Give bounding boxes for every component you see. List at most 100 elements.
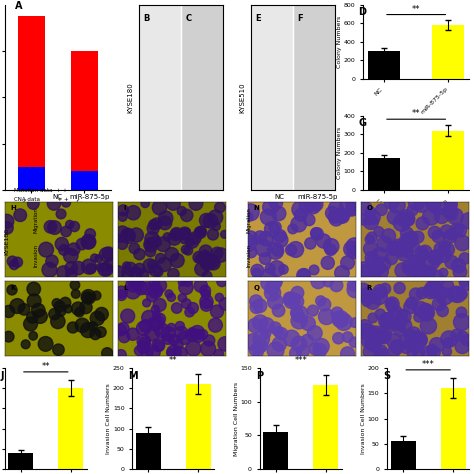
Point [415,348,422,356]
Point [266,265,274,273]
Point [155,341,162,349]
Point [431,229,438,237]
Text: **: ** [412,5,420,14]
Point [375,292,383,300]
Point [152,287,159,295]
Point [198,265,205,273]
Point [205,337,213,344]
Point [145,314,153,321]
Point [412,343,420,350]
Point [67,252,74,259]
Point [136,265,143,273]
Point [456,268,464,276]
Point [28,314,36,321]
Point [429,200,437,207]
Point [295,340,302,348]
Point [53,300,60,307]
Point [181,229,189,237]
Point [146,262,154,270]
Point [152,306,159,313]
Point [361,294,368,301]
Point [256,344,264,352]
Point [183,211,191,219]
Point [179,231,187,238]
Text: CNA data          + +: CNA data + + [14,198,69,202]
Point [179,278,186,286]
Point [297,206,304,213]
Point [141,339,148,347]
Point [22,340,29,348]
Point [149,261,156,269]
Point [465,217,473,225]
Point [399,267,407,274]
Point [344,259,351,266]
Point [264,272,272,280]
Point [46,266,53,273]
Point [36,312,44,320]
Point [168,251,176,258]
Point [182,228,190,236]
Point [74,264,82,272]
Point [398,219,405,227]
Point [155,268,162,276]
Point [62,228,70,235]
Point [320,237,328,245]
Point [271,278,278,285]
Point [460,278,468,286]
Point [138,271,146,279]
Point [400,313,407,320]
Point [378,206,385,214]
Point [448,212,456,219]
Point [405,264,413,271]
Point [377,348,384,356]
Point [247,209,255,216]
Point [362,326,370,334]
Point [369,298,376,306]
Point [332,204,340,211]
Point [413,268,420,276]
Point [304,319,312,327]
Point [361,330,368,337]
Point [103,266,110,273]
Point [85,263,93,270]
Point [256,319,264,327]
Point [5,308,12,315]
Point [313,230,321,237]
Point [149,348,157,356]
Point [453,331,461,339]
Point [393,244,401,252]
Point [407,303,414,310]
Point [458,309,465,316]
Point [256,302,264,310]
Point [275,340,283,348]
Point [338,212,346,219]
Point [294,289,301,297]
Point [263,321,271,329]
Point [407,264,414,272]
Point [209,258,217,266]
Point [264,213,272,221]
Point [75,309,83,316]
Point [417,272,424,280]
Point [292,298,300,305]
Bar [18,167,45,190]
Point [381,335,388,343]
Point [317,297,325,305]
Point [180,236,188,244]
Text: K: K [10,284,16,291]
Point [333,310,341,317]
Point [296,310,303,318]
Point [5,333,12,340]
Point [439,307,447,315]
Point [170,336,177,344]
Point [260,245,267,252]
Point [388,300,395,308]
Point [118,288,125,296]
Point [311,329,319,337]
Point [368,293,375,301]
Point [295,220,302,228]
Point [383,317,391,325]
Point [203,217,210,224]
Text: C: C [185,14,191,23]
Point [35,307,42,314]
